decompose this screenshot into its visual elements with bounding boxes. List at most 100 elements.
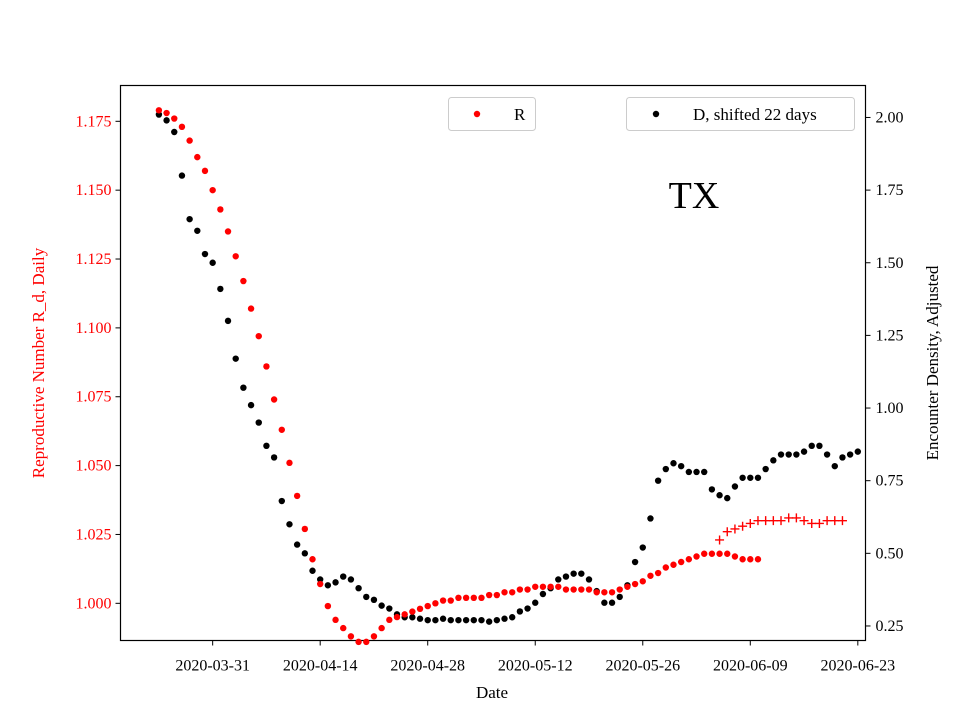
legend-d-box (626, 97, 855, 131)
d-series-2-point-43 (485, 618, 493, 625)
series-r-markers (155, 107, 847, 646)
r-series-0-point-14 (263, 363, 270, 370)
r-series-0-point-72 (708, 550, 716, 557)
r-series-0-point-17 (286, 459, 293, 467)
r-series-1-point-3 (738, 521, 748, 531)
d-series-2-point-5 (194, 227, 201, 234)
r-series-0-point-63 (639, 578, 646, 585)
r-series-0-point-19 (301, 525, 309, 533)
r-series-0-point-55 (578, 586, 585, 593)
d-series-2-point-22 (324, 582, 332, 589)
x-tick-label-1: 2020-04-14 (283, 658, 358, 675)
r-series-1-point-4 (745, 518, 755, 528)
y-right-tick-label-6: 1.75 (876, 182, 904, 199)
d-series-2-point-35 (424, 616, 431, 624)
d-series-2-point-91 (854, 448, 862, 455)
r-series-0-point-16 (278, 426, 285, 433)
r-series-0-point-35 (424, 602, 431, 610)
y-left-tick-label-6: 1.150 (76, 182, 112, 199)
d-series-2-point-25 (347, 576, 355, 583)
d-series-2-point-47 (516, 608, 524, 615)
d-series-2-point-50 (539, 590, 547, 598)
y-right-tick-label-4: 1.25 (876, 327, 904, 344)
y-right-tick-label-0: 0.25 (876, 618, 904, 635)
d-series-2-point-88 (831, 462, 838, 470)
d-series-2-point-85 (808, 442, 815, 450)
d-series-2-point-20 (309, 567, 316, 574)
r-series-0-point-34 (416, 605, 424, 613)
d-series-2-point-86 (816, 442, 823, 450)
r-series-0-point-52 (555, 583, 562, 590)
r-series-0-point-13 (255, 332, 262, 340)
x-tick-label-4: 2020-05-26 (605, 658, 680, 675)
d-series-2-point-67 (670, 460, 677, 467)
d-series-2-point-18 (293, 541, 301, 548)
r-series-1-point-7 (768, 516, 778, 526)
d-series-2-point-62 (631, 558, 639, 566)
legend-r-box (448, 97, 536, 131)
r-series-0-point-27 (363, 638, 370, 646)
r-series-0-point-2 (171, 115, 178, 122)
d-series-2-point-52 (555, 576, 562, 583)
r-series-0-point-45 (501, 589, 508, 596)
r-series-0-point-50 (539, 583, 547, 590)
r-series-1-point-0 (715, 535, 725, 545)
x-tick-label-0: 2020-03-31 (175, 658, 250, 675)
d-series-2-point-8 (217, 285, 224, 293)
d-series-2-point-23 (332, 579, 339, 586)
r-series-0-point-73 (716, 550, 723, 557)
d-series-2-point-54 (570, 570, 577, 577)
r-series-0-point-1 (163, 109, 170, 117)
d-series-2-point-28 (370, 596, 378, 604)
r-series-0-point-54 (570, 586, 577, 593)
y-left-tick-label-5: 1.125 (76, 251, 112, 268)
d-series-2-point-49 (532, 599, 539, 606)
legend-d-marker (652, 110, 660, 118)
x-tick-label-2: 2020-04-28 (390, 658, 465, 675)
d-series-2-point-56 (585, 576, 593, 583)
d-series-2-point-38 (447, 616, 454, 624)
d-series-2-point-64 (647, 515, 654, 522)
d-series-2-point-13 (255, 419, 262, 426)
r-series-0-point-12 (247, 305, 255, 312)
d-series-2-point-77 (747, 474, 754, 481)
x-tick-label-5: 2020-06-09 (713, 658, 788, 675)
r-series-0-point-59 (608, 589, 616, 596)
r-series-0-point-30 (386, 616, 393, 624)
r-series-0-point-31 (393, 613, 401, 621)
y-axis-right: 0.25 0.50 0.75 1.00 1.25 1.50 1.75 2.00 (865, 109, 904, 635)
d-series-2-point-65 (654, 477, 662, 484)
r-series-0-point-3 (178, 123, 186, 131)
x-tick-label-3: 2020-05-12 (498, 658, 573, 675)
d-series-2-point-48 (524, 605, 531, 612)
r-series-0-point-44 (493, 591, 501, 599)
d-series-2-point-21 (316, 576, 324, 583)
r-series-1-point-14 (822, 516, 832, 526)
d-series-2-point-79 (762, 465, 769, 473)
d-series-2-point-1 (163, 117, 170, 124)
x-axis-title: Date (476, 683, 508, 702)
legend-r-marker (473, 110, 481, 118)
r-series-1-point-13 (814, 518, 824, 528)
d-series-2-point-78 (754, 474, 762, 481)
d-series-2-point-58 (601, 599, 608, 606)
r-series-1-point-2 (730, 524, 740, 534)
r-series-0-point-60 (616, 586, 623, 593)
y-left-tick-label-0: 1.000 (76, 595, 112, 612)
r-series-1-point-15 (830, 516, 840, 526)
d-series-2-point-75 (731, 483, 739, 490)
r-series-0-point-48 (524, 586, 531, 593)
d-series-2-point-10 (232, 355, 239, 362)
d-series-2-point-55 (578, 570, 585, 577)
r-series-0-point-7 (209, 186, 216, 194)
r-series-0-point-61 (624, 583, 631, 590)
r-series-0-point-39 (455, 594, 462, 602)
d-series-2-point-16 (278, 497, 285, 505)
d-series-2-point-42 (478, 616, 485, 624)
r-series-0-point-71 (701, 550, 708, 557)
r-series-0-point-29 (378, 624, 385, 632)
d-series-2-point-70 (693, 468, 700, 476)
d-series-2-point-84 (800, 448, 808, 455)
r-series-0-point-58 (601, 589, 608, 596)
d-series-2-point-63 (639, 544, 646, 551)
